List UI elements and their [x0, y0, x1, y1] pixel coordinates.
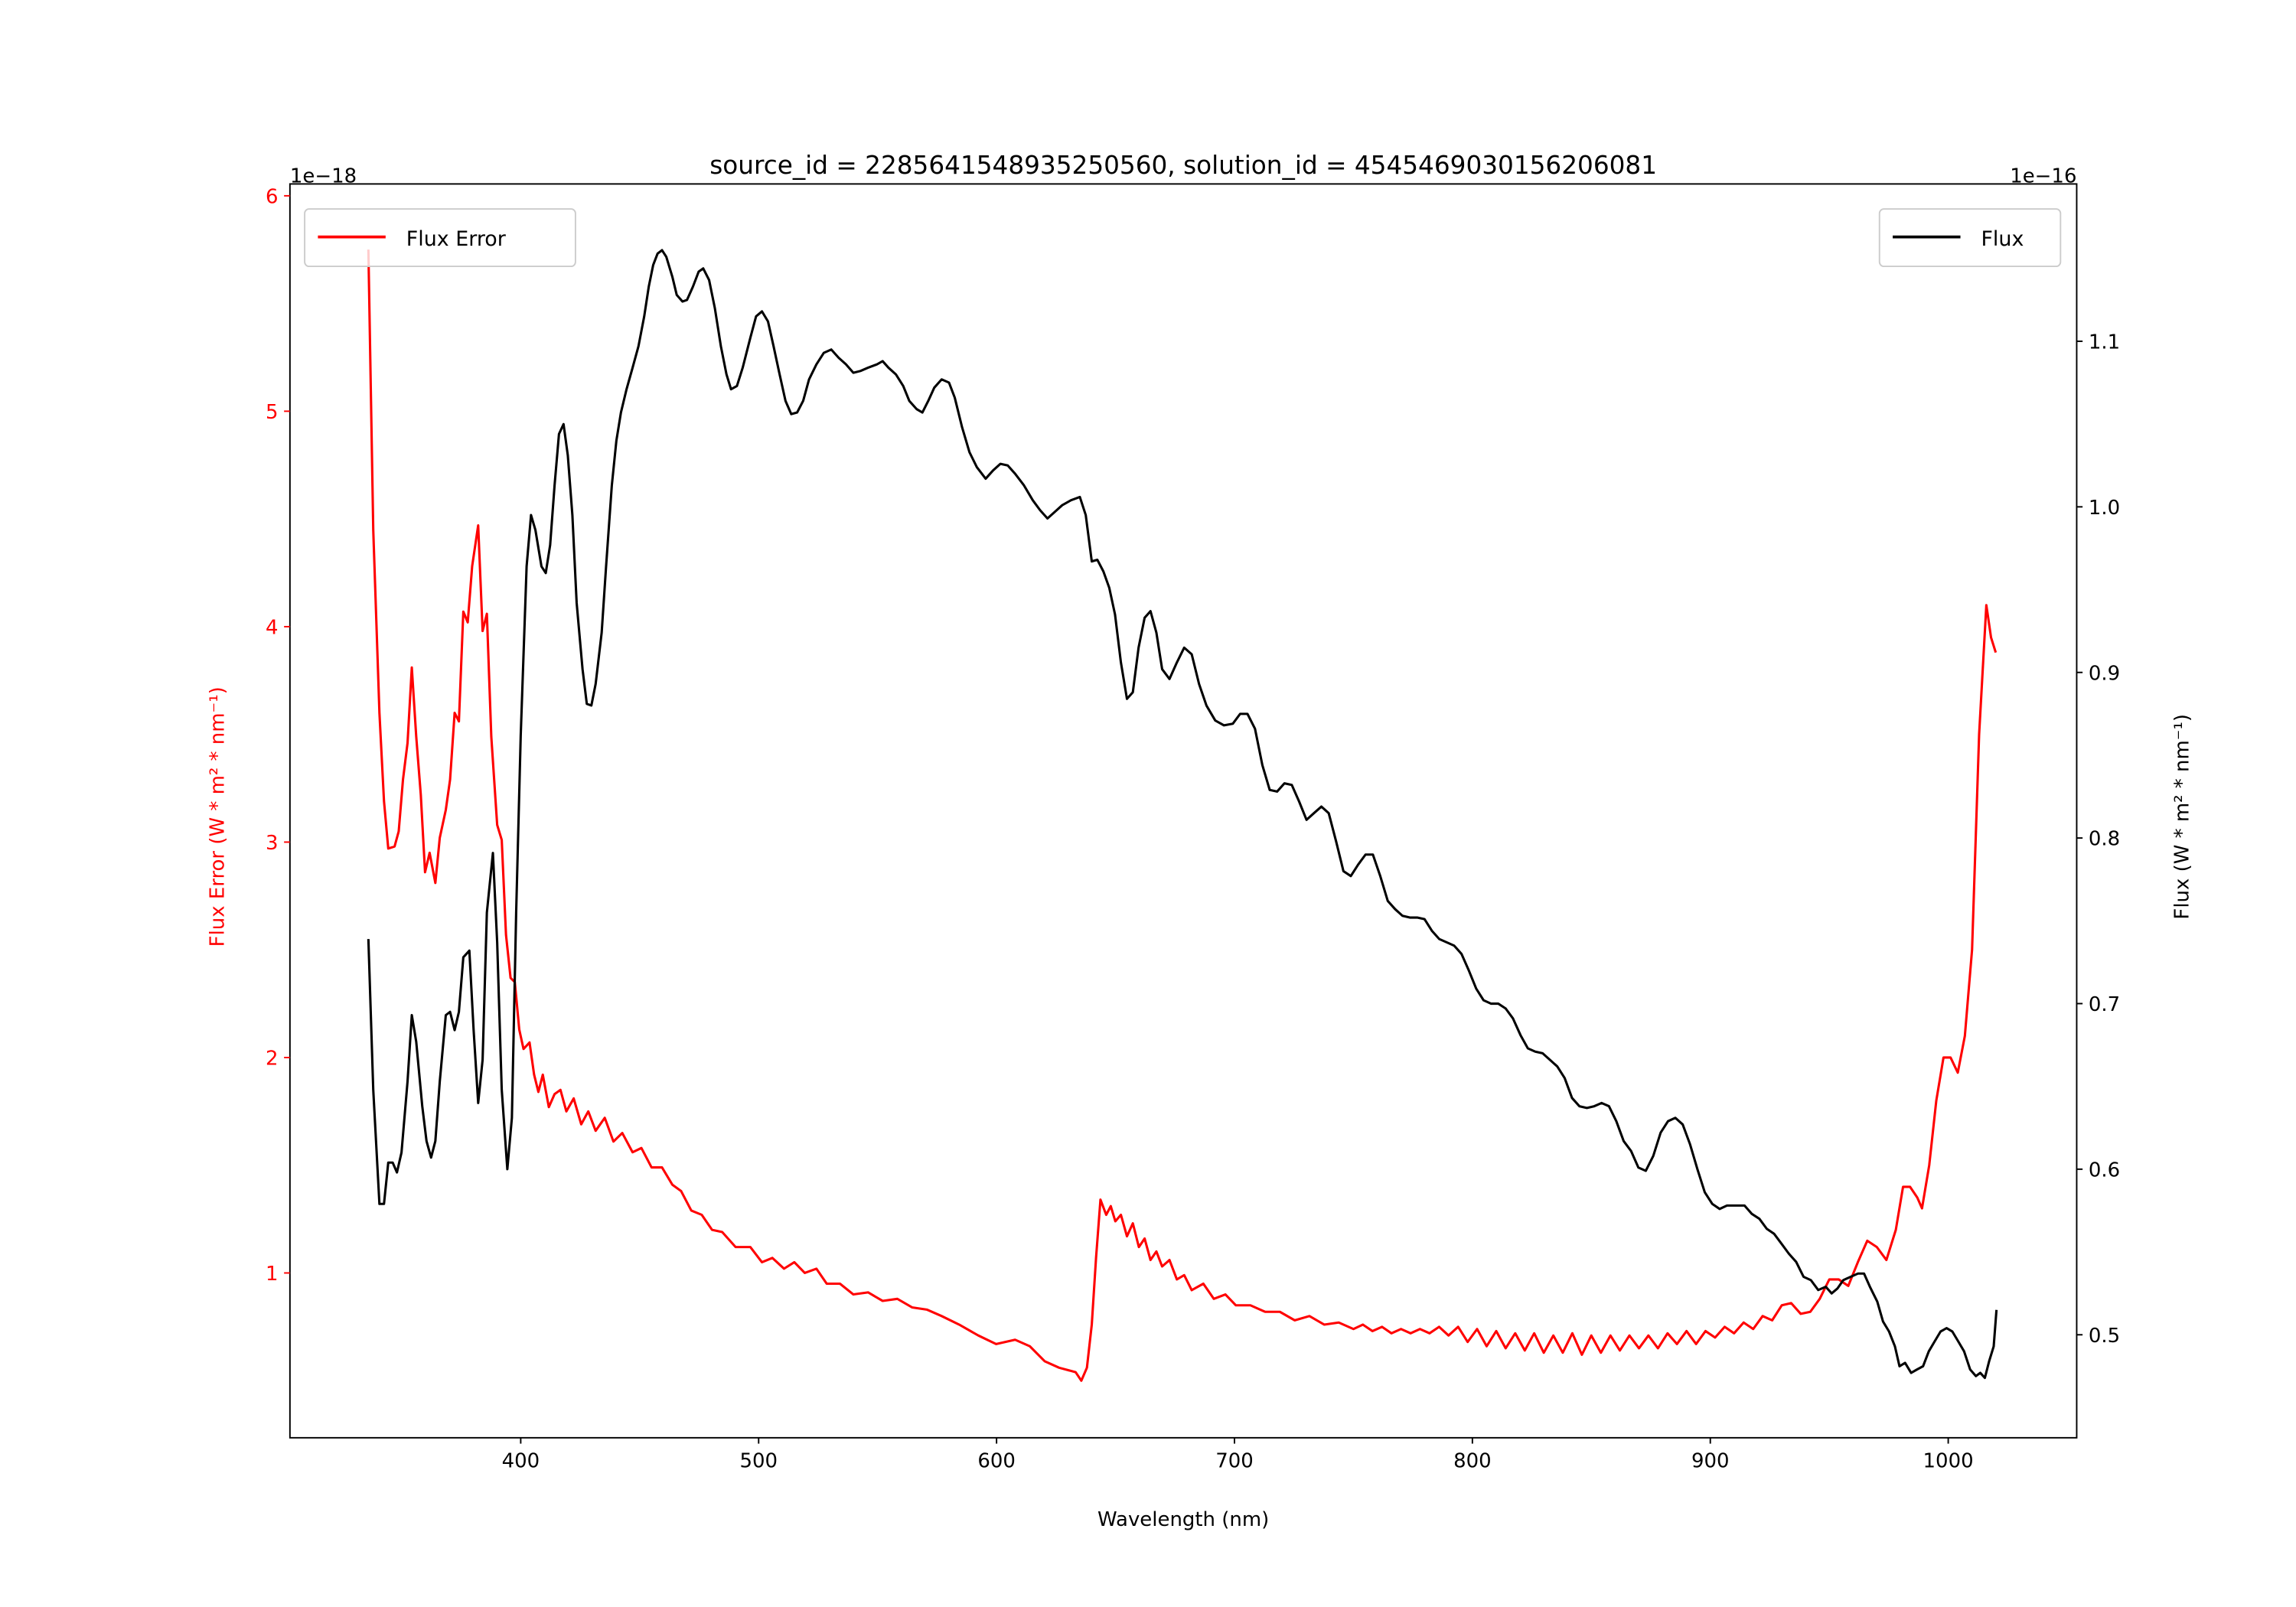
left-axis-label: Flux Error (W * m² * nm⁻¹): [206, 686, 229, 947]
x-tick-label: 700: [1215, 1449, 1254, 1472]
right-tick-label: 0.7: [2089, 993, 2120, 1016]
left-axis-ticks: 1 2 3 4 5 6: [266, 185, 290, 1286]
series-line-flux: [367, 249, 1998, 1380]
left-axis-offset-text: 1e−18: [290, 165, 357, 187]
right-axis-offset-text: 1e−16: [2010, 165, 2076, 187]
x-tick-label: 400: [502, 1449, 540, 1472]
legend-frame: [304, 208, 576, 268]
right-tick-label: 1.1: [2089, 331, 2120, 354]
x-tick-label: 900: [1691, 1449, 1730, 1472]
left-tick-label: 6: [266, 185, 279, 208]
x-tick-label: 500: [739, 1449, 778, 1472]
right-tick-label: 0.6: [2089, 1159, 2120, 1182]
x-axis-label: Wavelength (nm): [1097, 1508, 1269, 1531]
right-tick-label: 1.0: [2089, 497, 2120, 520]
x-tick-label: 1000: [1923, 1449, 1974, 1472]
x-tick-label: 600: [977, 1449, 1016, 1472]
left-tick-label: 5: [266, 401, 279, 424]
legend-flux-error: Flux Error: [304, 208, 576, 268]
right-tick-label: 0.8: [2089, 828, 2120, 851]
right-tick-label: 0.9: [2089, 662, 2120, 685]
legend-label-flux-error: Flux Error: [406, 227, 507, 251]
series-layer: [367, 249, 1998, 1382]
x-axis-ticks: 400 500 600 700 800 900 1000: [502, 1437, 1974, 1472]
right-tick-label: 0.5: [2089, 1325, 2120, 1348]
left-tick-label: 4: [266, 617, 279, 640]
legend-label-flux: Flux: [1981, 227, 2024, 251]
axes-frame: [289, 183, 2078, 1439]
legend-flux: Flux: [1878, 208, 2062, 268]
right-axis-label: Flux (W * m² * nm⁻¹): [2171, 714, 2194, 920]
legend-frame: [1878, 208, 2062, 268]
right-axis-ticks: 0.5 0.6 0.7 0.8 0.9 1.0 1.1: [2076, 331, 2120, 1348]
chart-title: source_id = 2285641548935250560, solutio…: [709, 151, 1657, 180]
left-tick-label: 1: [266, 1263, 279, 1286]
left-tick-label: 2: [266, 1048, 279, 1071]
x-tick-label: 800: [1453, 1449, 1492, 1472]
left-tick-label: 3: [266, 832, 279, 855]
